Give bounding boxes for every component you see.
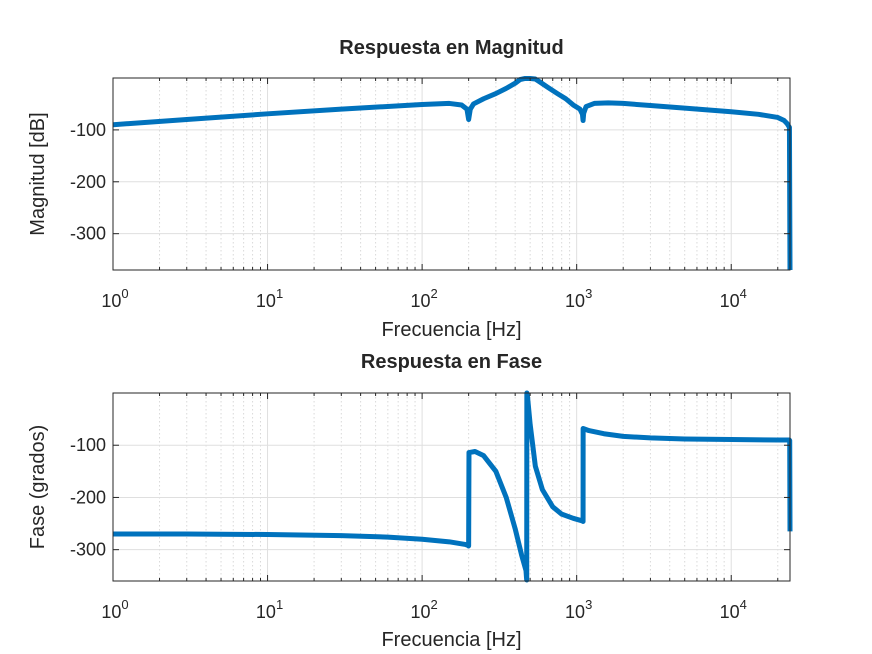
x-tick-label: 104	[720, 286, 747, 311]
x-tick-label-base: 10	[410, 602, 430, 622]
x-axis-label: Frecuencia [Hz]	[381, 319, 521, 341]
x-tick-label-exponent: 1	[276, 286, 283, 301]
phase-series-line	[113, 390, 793, 583]
magnitude-series-line	[113, 76, 793, 271]
y-axis-label: Fase (grados)	[27, 425, 49, 550]
x-tick-label-base: 10	[410, 291, 430, 311]
x-tick-label-exponent: 0	[121, 286, 128, 301]
y-tick-label: -300	[70, 224, 106, 244]
x-tick-label: 103	[565, 286, 592, 311]
axes-frame	[112, 77, 791, 271]
x-tick-label-exponent: 3	[585, 286, 592, 301]
phase-title: Respuesta en Fase	[361, 351, 542, 373]
y-tick-label: -200	[70, 487, 106, 507]
x-tick-label: 100	[101, 286, 128, 311]
x-tick-label-base: 10	[256, 602, 276, 622]
x-tick-label-base: 10	[720, 602, 740, 622]
plot-area	[113, 393, 790, 581]
axes-frame	[112, 392, 791, 582]
x-tick-label-base: 10	[720, 291, 740, 311]
x-axis-label: Frecuencia [Hz]	[381, 629, 521, 651]
y-axis-label: Magnitud [dB]	[27, 112, 49, 235]
x-tick-label-exponent: 0	[121, 597, 128, 612]
x-tick-label-exponent: 2	[431, 597, 438, 612]
y-tick-label: -300	[70, 540, 106, 560]
y-tick-label: -200	[70, 172, 106, 192]
x-tick-label-exponent: 4	[740, 286, 747, 301]
x-tick-label: 102	[410, 597, 437, 622]
x-tick-label-base: 10	[565, 291, 585, 311]
x-tick-label: 102	[410, 286, 437, 311]
y-tick-label: -100	[70, 120, 106, 140]
x-tick-label-exponent: 4	[740, 597, 747, 612]
x-tick-label-exponent: 1	[276, 597, 283, 612]
x-tick-label: 101	[256, 286, 283, 311]
x-tick-label-base: 10	[101, 602, 121, 622]
x-tick-label-exponent: 3	[585, 597, 592, 612]
y-tick-label: -100	[70, 435, 106, 455]
x-tick-label: 103	[565, 597, 592, 622]
magnitude-title: Respuesta en Magnitud	[339, 37, 563, 59]
x-tick-label-base: 10	[565, 602, 585, 622]
x-tick-label: 104	[720, 597, 747, 622]
x-tick-label-exponent: 2	[431, 286, 438, 301]
x-tick-label-base: 10	[101, 291, 121, 311]
x-tick-label-base: 10	[256, 291, 276, 311]
x-tick-label: 100	[101, 597, 128, 622]
x-tick-label: 101	[256, 597, 283, 622]
